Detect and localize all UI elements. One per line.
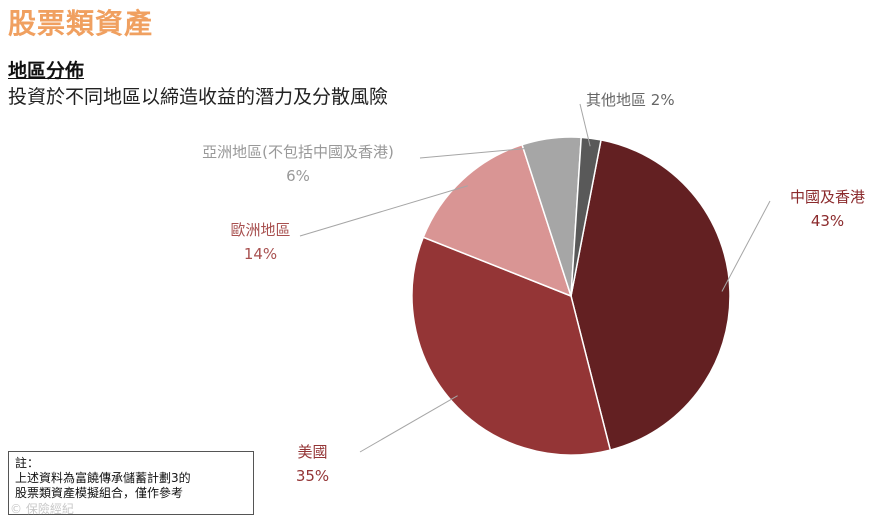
leader-line-1: [359, 395, 458, 453]
leader-line-4: [579, 103, 591, 147]
page-title: 股票類資產: [8, 7, 154, 40]
section-description: 投資於不同地區以締造收益的潛力及分散風險: [8, 86, 389, 108]
watermark: © 保險經紀: [10, 502, 74, 516]
footnote-line-1: 上述資料為富饒傳承儲蓄計劃3的: [15, 471, 191, 485]
label-other-pct: 2%: [650, 91, 675, 109]
label-china-hk: 中國及香港 43%: [770, 185, 885, 233]
label-other-name: 其他地區: [586, 91, 647, 109]
label-usa-pct: 35%: [295, 467, 330, 485]
label-asia-ex: 亞洲地區(不包括中國及香港) 6%: [168, 140, 428, 188]
label-usa: 美國 35%: [290, 440, 335, 488]
pie-slice-1: [411, 236, 612, 456]
label-europe: 歐洲地區 14%: [218, 218, 303, 266]
leader-line-0: [721, 200, 771, 292]
label-china-hk-pct: 43%: [810, 212, 845, 230]
footnote-line-2: 股票類資產模擬組合，僅作參考: [15, 486, 184, 500]
pie-slice-4: [570, 136, 602, 297]
footnote-label: 註：: [15, 456, 40, 470]
label-other: 其他地區 2%: [586, 88, 698, 112]
pie-slice-0: [570, 138, 731, 451]
leader-line-2: [299, 185, 468, 237]
label-china-hk-name: 中國及香港: [789, 188, 865, 206]
label-europe-pct: 14%: [243, 245, 278, 263]
label-europe-name: 歐洲地區: [230, 221, 291, 239]
leader-line-3: [419, 145, 553, 159]
label-asia-ex-name: 亞洲地區(不包括中國及香港): [202, 143, 394, 161]
label-asia-ex-pct: 6%: [286, 167, 310, 185]
section-subtitle: 地區分佈: [8, 60, 85, 82]
label-usa-name: 美國: [297, 443, 328, 461]
footnote-box: 註： 上述資料為富饒傳承儲蓄計劃3的 股票類資產模擬組合，僅作參考: [8, 451, 254, 515]
